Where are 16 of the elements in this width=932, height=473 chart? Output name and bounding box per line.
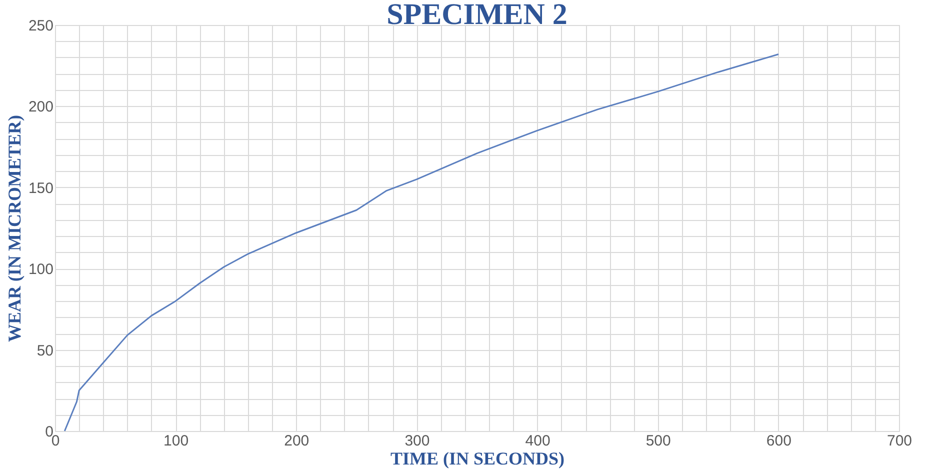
x-tick-label: 200: [284, 432, 310, 450]
x-axis-title: TIME (IN SECONDS): [390, 448, 565, 468]
y-axis-title: WEAR (IN MICROMETER): [4, 115, 24, 342]
y-tick-label: 150: [28, 180, 54, 197]
chart-title: SPECIMEN 2: [386, 0, 568, 31]
y-tick-label: 200: [28, 98, 54, 116]
y-tick-label: 250: [28, 18, 54, 34]
x-tick-label: 500: [646, 432, 671, 450]
x-tick-label: 300: [404, 432, 430, 450]
x-tick-label: 600: [766, 432, 792, 450]
x-tick-label: 100: [164, 432, 189, 450]
line-series: [64, 53, 780, 432]
x-tick-label: 400: [525, 432, 550, 450]
x-tick-label: 700: [886, 432, 912, 450]
y-tick-label: 100: [28, 261, 54, 278]
y-tick-label: 50: [36, 342, 54, 360]
